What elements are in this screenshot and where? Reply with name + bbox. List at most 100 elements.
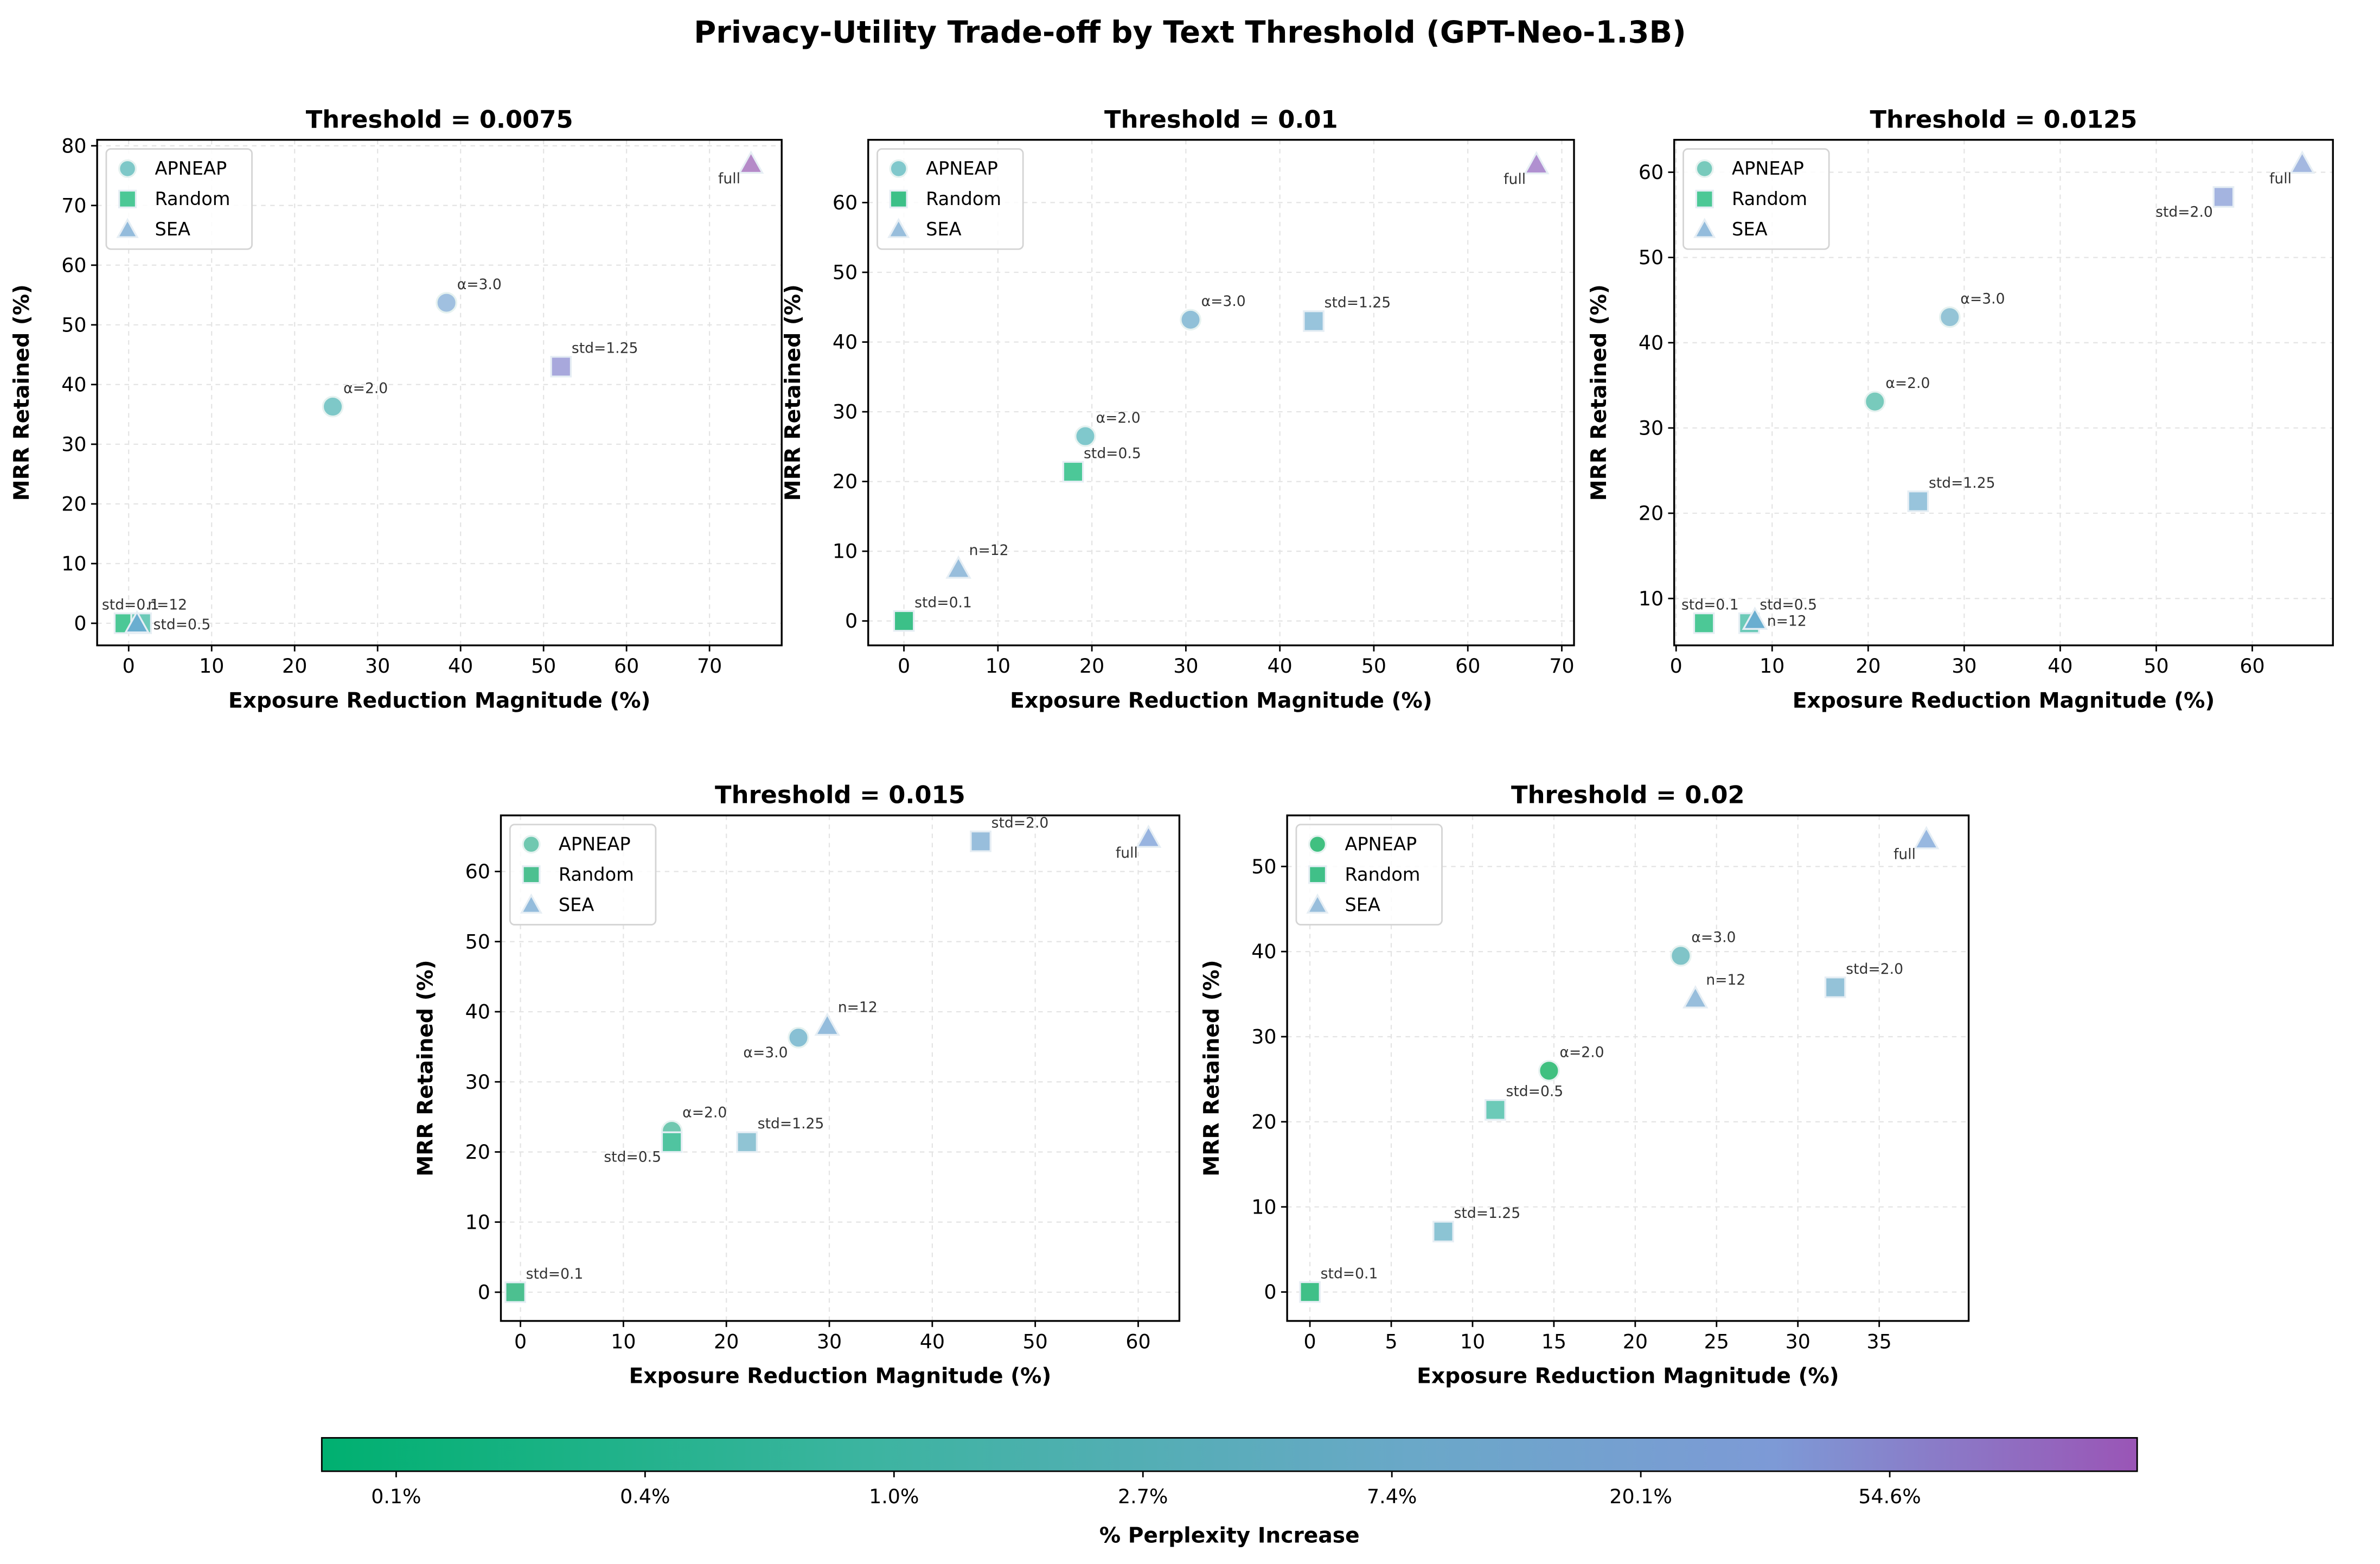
data-point-random [1907, 490, 1929, 512]
y-tick-label: 20 [465, 1140, 490, 1164]
colorbar-tick-label: 20.1% [1609, 1485, 1672, 1508]
x-tick-label: 20 [1856, 654, 1880, 678]
y-tick-label: 0 [478, 1281, 490, 1304]
x-axis-label: Exposure Reduction Magnitude (%) [1010, 688, 1432, 713]
scatter-panel: 0 10 20 30 40 50 60 10 20 30 40 50 60 Threshold = 0.0… [1587, 105, 2334, 713]
x-tick-label: 5 [1385, 1330, 1397, 1353]
legend: APNEAP Random SEA [876, 148, 1024, 250]
colorbar-tick-label: 7.4% [1367, 1485, 1417, 1508]
legend-marker-random [889, 189, 908, 209]
y-axis-label: MRR Retained (%) [781, 284, 805, 501]
point-annotation: std=1.25 [758, 1115, 824, 1132]
point-annotation: α=2.0 [1885, 375, 1930, 392]
legend-label: APNEAP [559, 833, 631, 854]
y-tick-label: 40 [833, 330, 858, 354]
data-point-sea [1135, 824, 1162, 848]
point-annotation: std=0.1 [914, 594, 972, 611]
legend-marker-sea [1693, 218, 1716, 238]
legend: APNEAP Random SEA [1682, 148, 1830, 250]
data-point-random [1693, 612, 1715, 634]
data-point-random [2212, 186, 2235, 208]
data-point-sea [1523, 151, 1550, 175]
data-point-apneap [1180, 309, 1201, 331]
point-annotation: n=12 [1767, 613, 1807, 630]
legend-marker-random [1308, 865, 1327, 884]
x-axis-label: Exposure Reduction Magnitude (%) [228, 688, 651, 713]
point-annotation: α=3.0 [743, 1044, 788, 1061]
scatter-panel: 0 5 10 15 20 25 30 35 0 10 20 30 40 50 Threshold = 0.0… [1200, 781, 1970, 1389]
x-tick-label: 50 [1361, 654, 1386, 678]
data-point-sea [1682, 985, 1709, 1008]
point-annotation: std=0.5 [153, 616, 211, 633]
y-tick-label: 20 [1639, 502, 1664, 525]
y-tick-label: 30 [1639, 417, 1664, 440]
data-point-sea [738, 150, 764, 174]
x-tick-label: 60 [614, 654, 639, 678]
legend-label: Random [155, 188, 230, 209]
point-annotation: α=2.0 [682, 1105, 727, 1121]
x-axis-label: Exposure Reduction Magnitude (%) [1793, 688, 2215, 713]
point-annotation: std=0.5 [1760, 597, 1817, 614]
y-tick-label: 60 [465, 860, 490, 883]
data-point-apneap [1074, 425, 1096, 447]
legend-marker-random [522, 865, 541, 884]
x-tick-label: 60 [1455, 654, 1480, 678]
data-point-random [1062, 461, 1084, 483]
point-annotation: α=3.0 [1691, 929, 1736, 946]
y-tick-label: 20 [61, 492, 86, 515]
x-tick-label: 60 [2240, 654, 2264, 678]
x-tick-label: 0 [898, 654, 910, 678]
point-annotation: n=12 [1706, 972, 1745, 988]
legend-marker-apneap [522, 835, 541, 854]
x-tick-label: 0 [514, 1330, 527, 1353]
x-axis-label: Exposure Reduction Magnitude (%) [1417, 1364, 1839, 1389]
data-point-apneap [1538, 1059, 1560, 1082]
point-annotation: full [718, 170, 740, 187]
legend-label: SEA [155, 219, 190, 240]
legend-marker-apneap [889, 159, 908, 178]
scatter-panel: 0 10 20 30 40 50 60 70 0 10 20 30 40 50 60 70 80 Threshol… [10, 105, 783, 713]
point-annotation: std=0.5 [604, 1149, 661, 1166]
x-tick-label: 30 [365, 654, 390, 678]
y-tick-label: 40 [465, 1000, 490, 1024]
y-tick-label: 50 [1639, 246, 1664, 269]
data-point-apneap [322, 395, 344, 418]
scatter-panel: 0 10 20 30 40 50 60 70 0 10 20 30 40 50 60 Threshold = … [781, 105, 1575, 713]
legend-marker-apneap [1695, 159, 1714, 178]
x-tick-label: 35 [1867, 1330, 1892, 1353]
x-tick-label: 50 [2144, 654, 2168, 678]
point-annotation: std=0.5 [1506, 1083, 1564, 1100]
data-point-sea [2289, 150, 2315, 174]
data-point-random [504, 1281, 526, 1303]
y-axis-label: MRR Retained (%) [1587, 284, 1611, 501]
data-point-apneap [1669, 945, 1692, 967]
x-tick-label: 20 [1079, 654, 1104, 678]
x-tick-label: 30 [1786, 1330, 1810, 1353]
legend-label: APNEAP [1345, 833, 1417, 854]
panel-title: Threshold = 0.0125 [1870, 105, 2138, 133]
data-point-random [736, 1131, 758, 1153]
legend-marker-random [118, 189, 137, 209]
plot-frame [867, 139, 1575, 647]
y-tick-label: 50 [61, 313, 86, 336]
panel-title: Threshold = 0.02 [1511, 781, 1745, 809]
legend-label: APNEAP [155, 158, 227, 179]
x-tick-label: 0 [123, 654, 135, 678]
x-tick-label: 0 [1304, 1330, 1316, 1353]
y-tick-label: 20 [1251, 1110, 1276, 1133]
x-tick-label: 30 [1173, 654, 1198, 678]
y-tick-label: 50 [465, 930, 490, 953]
data-point-random [1485, 1099, 1506, 1121]
x-tick-label: 50 [531, 654, 556, 678]
y-axis-label: MRR Retained (%) [414, 960, 438, 1176]
plot-frame [500, 814, 1181, 1322]
x-tick-label: 10 [1460, 1330, 1485, 1353]
x-tick-label: 60 [1125, 1330, 1150, 1353]
x-tick-label: 10 [1760, 654, 1784, 678]
y-tick-label: 10 [833, 540, 858, 563]
colorbar: 0.1% 0.4% 1.0% 2.7% 7.4% 20.1% 54.6% % Perplex… [321, 1437, 2138, 1548]
x-axis-label: Exposure Reduction Magnitude (%) [629, 1364, 1052, 1389]
colorbar-gradient [321, 1437, 2138, 1472]
plot-frame [1286, 814, 1970, 1322]
panel-title: Threshold = 0.0075 [306, 105, 573, 133]
